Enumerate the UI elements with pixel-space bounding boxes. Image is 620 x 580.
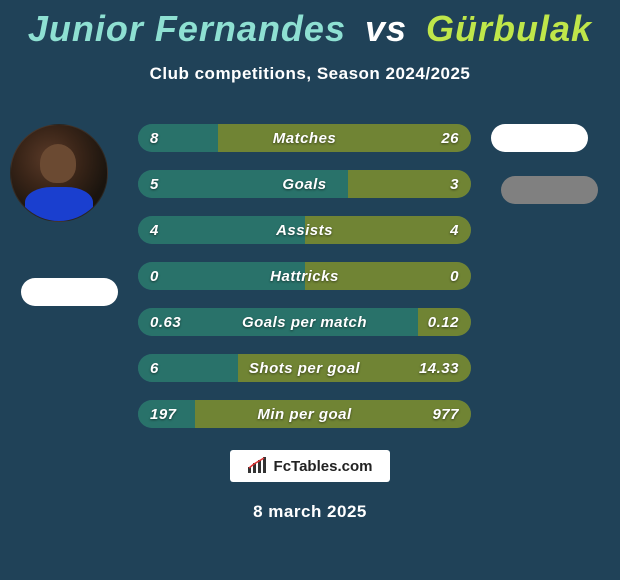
stat-label: Goals — [138, 170, 471, 198]
stat-label: Shots per goal — [138, 354, 471, 382]
avatar-jersey — [25, 187, 92, 222]
title: Junior Fernandes vs Gürbulak — [0, 8, 620, 50]
comparison-infographic: Junior Fernandes vs Gürbulak Club compet… — [0, 0, 620, 580]
title-player2: Gürbulak — [426, 8, 592, 49]
stat-row: 53Goals — [138, 170, 471, 198]
content-layer: Junior Fernandes vs Gürbulak Club compet… — [0, 0, 620, 580]
stat-row: 00Hattricks — [138, 262, 471, 290]
footer-logo-text: FcTables.com — [274, 458, 373, 475]
footer-logo: FcTables.com — [230, 450, 390, 482]
title-vs: vs — [365, 8, 407, 49]
stat-rows: 826Matches 53Goals 44Assists 00Hattricks 0.6… — [138, 124, 471, 446]
stat-row: 826Matches — [138, 124, 471, 152]
stat-label: Goals per match — [138, 308, 471, 336]
stat-row: 44Assists — [138, 216, 471, 244]
stat-label: Min per goal — [138, 400, 471, 428]
date: 8 march 2025 — [0, 502, 620, 522]
player1-avatar — [10, 124, 108, 222]
placeholder-pill-1 — [491, 124, 588, 152]
stat-label: Hattricks — [138, 262, 471, 290]
subtitle: Club competitions, Season 2024/2025 — [0, 64, 620, 84]
stat-row: 0.630.12Goals per match — [138, 308, 471, 336]
stat-row: 197977Min per goal — [138, 400, 471, 428]
stat-label: Assists — [138, 216, 471, 244]
stat-row: 614.33Shots per goal — [138, 354, 471, 382]
avatar-face — [40, 144, 76, 182]
title-player1: Junior Fernandes — [28, 8, 346, 49]
placeholder-pill-2 — [501, 176, 598, 204]
chart-icon — [248, 457, 268, 475]
stat-label: Matches — [138, 124, 471, 152]
placeholder-pill-0 — [21, 278, 118, 306]
